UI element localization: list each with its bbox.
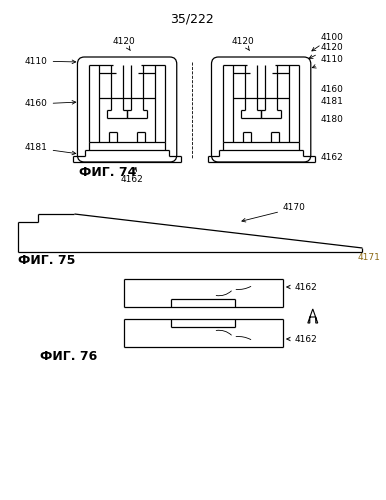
Text: 4120: 4120 [231,36,254,51]
Text: 4162: 4162 [287,282,318,292]
Text: 4160: 4160 [321,86,344,94]
Text: 4160: 4160 [25,100,76,108]
Text: 35/222: 35/222 [170,12,213,25]
Text: 4100: 4100 [312,32,344,51]
Text: 4171: 4171 [357,254,380,262]
Text: 4110: 4110 [25,56,76,66]
Text: 4170: 4170 [242,204,306,222]
Text: 4162: 4162 [321,152,344,162]
Text: 4180: 4180 [321,114,344,124]
Text: 4181: 4181 [321,96,344,106]
Text: 4110: 4110 [312,56,344,68]
Text: 4120: 4120 [112,36,135,51]
Text: ФИГ. 74: ФИГ. 74 [80,166,137,178]
Text: ФИГ. 76: ФИГ. 76 [40,350,97,364]
Text: 4162: 4162 [121,168,144,184]
Text: ФИГ. 75: ФИГ. 75 [18,254,75,266]
Text: 4120: 4120 [309,42,344,58]
Polygon shape [308,309,318,323]
Text: 4181: 4181 [25,144,76,155]
Text: 4162: 4162 [287,334,318,344]
